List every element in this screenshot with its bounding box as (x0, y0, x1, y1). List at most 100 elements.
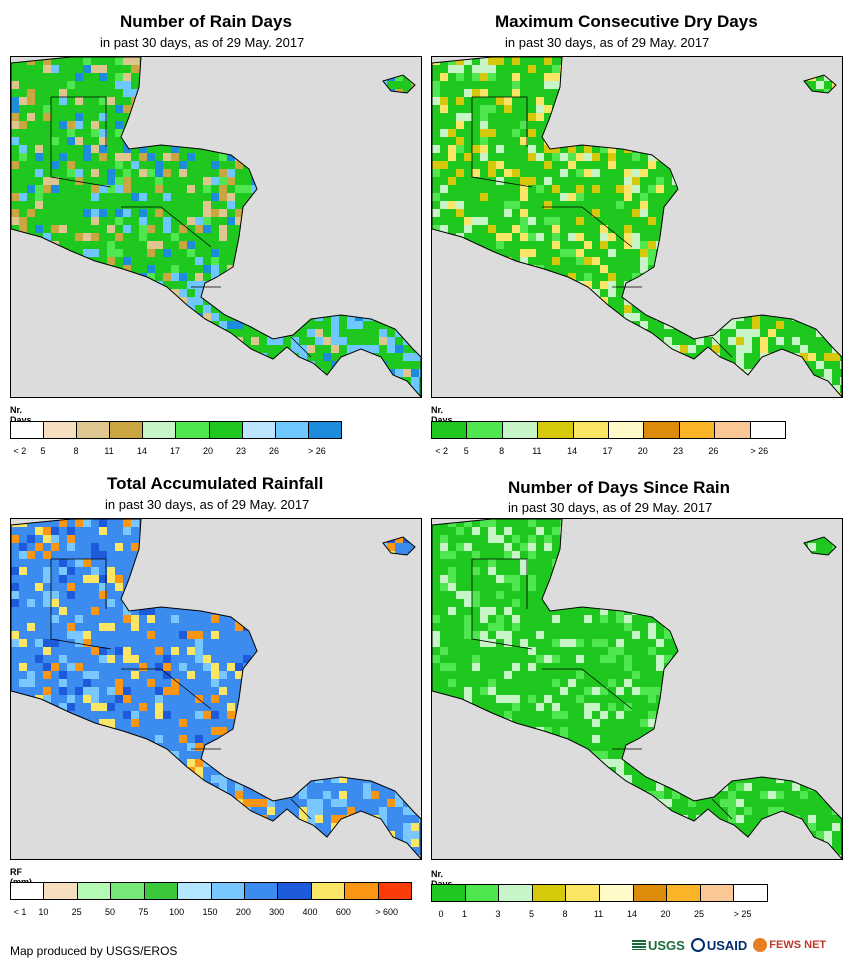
map-cell (403, 137, 411, 145)
map-cell (648, 185, 656, 193)
map-cell (251, 599, 259, 607)
map-cell (640, 81, 648, 89)
map-cell (680, 265, 688, 273)
map-cell (680, 57, 688, 65)
map-cell (339, 217, 347, 225)
map-cell (448, 815, 456, 823)
map-cell (488, 743, 496, 751)
map-cell (235, 121, 243, 129)
map-cell (544, 719, 552, 727)
map-cell (315, 591, 323, 599)
map-cell (808, 823, 816, 831)
map-cell (411, 257, 419, 265)
map-cell (664, 591, 672, 599)
map-cell (219, 671, 227, 679)
map-cell (728, 337, 736, 345)
map-cell (107, 201, 115, 209)
legend-swatch (566, 885, 600, 901)
map-cell (299, 145, 307, 153)
map-cell (171, 65, 179, 73)
map-cell (83, 265, 91, 273)
map-cell (155, 583, 163, 591)
map-cell (784, 591, 792, 599)
map-cell (219, 225, 227, 233)
map-cell (187, 153, 195, 161)
map-cell (528, 599, 536, 607)
map-cell (616, 767, 624, 775)
map-cell (632, 137, 640, 145)
map-cell (395, 743, 403, 751)
map-cell (712, 377, 720, 385)
map-cell (67, 815, 75, 823)
map-cell (51, 161, 59, 169)
map-cell (576, 281, 584, 289)
map-cell (299, 647, 307, 655)
map-cell (299, 711, 307, 719)
map-cell (840, 719, 842, 727)
country-borders (471, 558, 733, 820)
map-cell (536, 313, 544, 321)
map-cell (43, 105, 51, 113)
map-cell (19, 289, 27, 297)
map-cell (291, 273, 299, 281)
map-cell (99, 519, 107, 527)
map-cell (696, 639, 704, 647)
map-cell (712, 345, 720, 353)
map-cell (27, 727, 35, 735)
map-cell (576, 759, 584, 767)
map-cell (584, 65, 592, 73)
map-cell (419, 623, 421, 631)
map-cell (323, 145, 331, 153)
map-cell (472, 377, 480, 385)
map-cell (656, 743, 664, 751)
map-cell (395, 121, 403, 129)
map-cell (640, 65, 648, 73)
map-cell (520, 217, 528, 225)
map-cell (496, 265, 504, 273)
map-cell (464, 631, 472, 639)
map-cell (816, 313, 824, 321)
map-cell (35, 527, 43, 535)
map-cell (315, 535, 323, 543)
map-cell (648, 249, 656, 257)
map-cell (307, 559, 315, 567)
map-cell (840, 153, 842, 161)
map-cell (227, 265, 235, 273)
map-cell (496, 647, 504, 655)
map-cell (528, 783, 536, 791)
map-cell (139, 791, 147, 799)
map-cell (480, 743, 488, 751)
map-cell (195, 57, 203, 65)
map-cell (75, 329, 83, 337)
map-cell (227, 599, 235, 607)
map-cell (680, 97, 688, 105)
map-cell (211, 193, 219, 201)
map-cell (147, 615, 155, 623)
map-cell (419, 369, 421, 377)
map-cell (115, 695, 123, 703)
map-cell (752, 639, 760, 647)
map-cell (27, 321, 35, 329)
map-cell (211, 695, 219, 703)
map-cell (720, 639, 728, 647)
map-cell (283, 719, 291, 727)
map-cell (768, 305, 776, 313)
map-cell (456, 305, 464, 313)
map-cell (672, 759, 680, 767)
map-cell (395, 289, 403, 297)
map-cell (568, 145, 576, 153)
map-cell (456, 839, 464, 847)
map-cell (808, 145, 816, 153)
map-cell (107, 185, 115, 193)
map-cell (800, 201, 808, 209)
map-cell (67, 735, 75, 743)
map-cell (147, 393, 155, 397)
map-cell (592, 257, 600, 265)
map-cell (395, 113, 403, 121)
map-cell (752, 527, 760, 535)
map-cell (115, 329, 123, 337)
map-cell (520, 839, 528, 847)
map-cell (299, 767, 307, 775)
map-cell (67, 631, 75, 639)
map-cell (51, 631, 59, 639)
